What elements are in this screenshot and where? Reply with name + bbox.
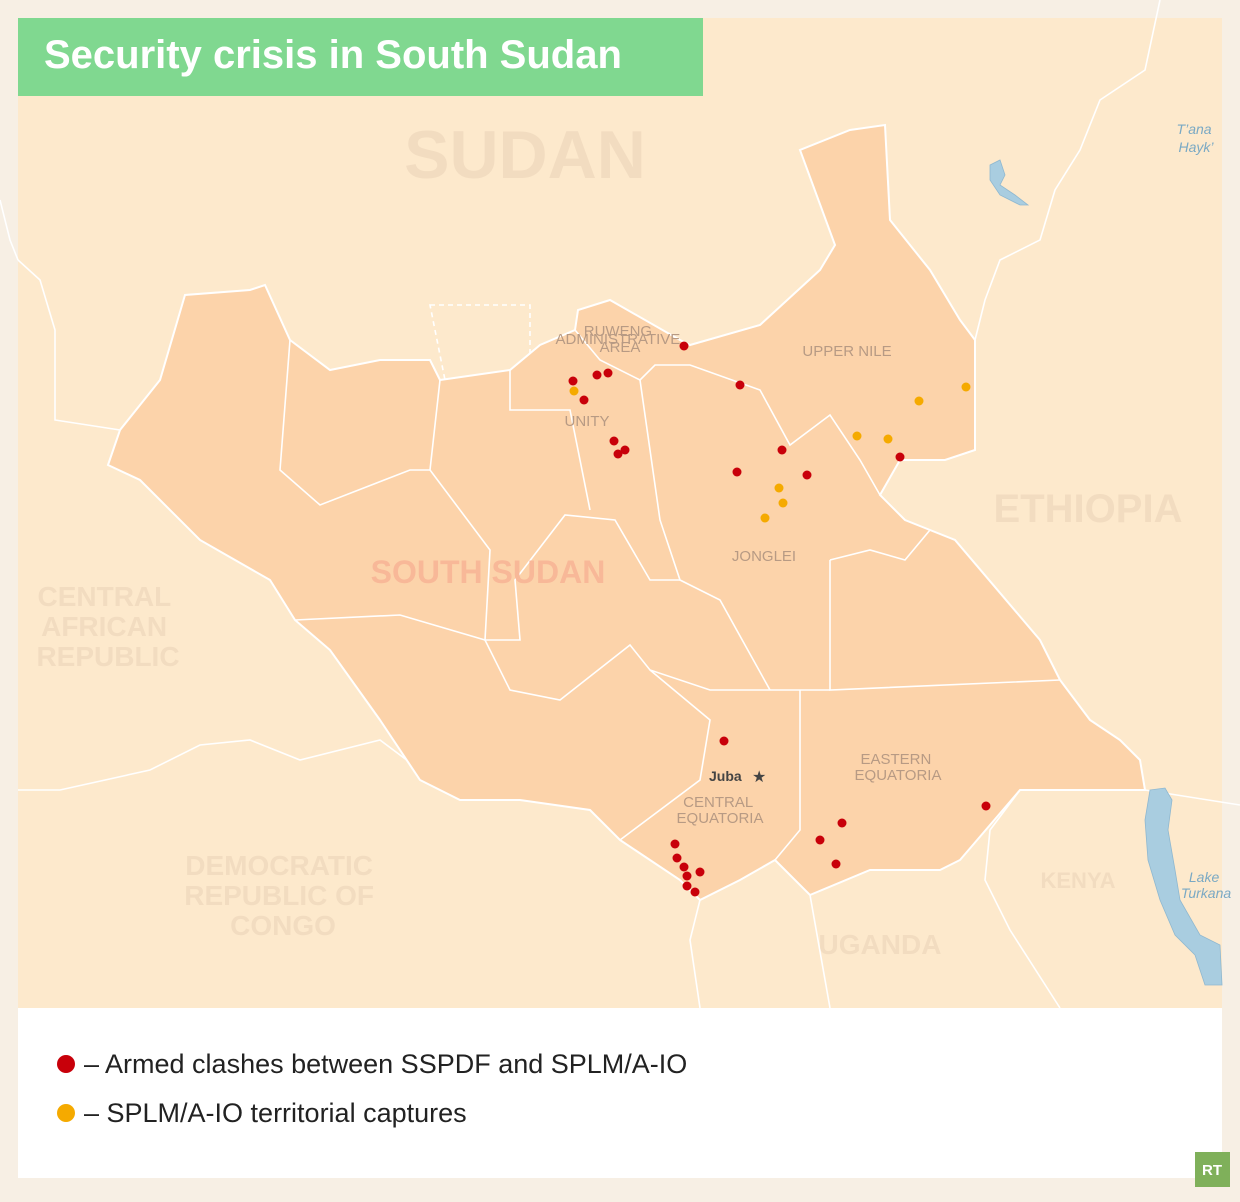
label-line: Lake	[1189, 869, 1220, 885]
country-label: CENTRAL AFRICAN REPUBLIC	[36, 581, 179, 672]
lake-label: Lake Turkana	[1181, 869, 1232, 901]
event-dot	[719, 736, 729, 746]
legend-label: – Armed clashes between SSPDF and SPLM/A…	[84, 1049, 687, 1079]
event-dot	[603, 368, 613, 378]
label-line: Turkana	[1181, 885, 1232, 901]
event-dot	[679, 341, 689, 351]
label-line: EQUATORIA	[855, 767, 942, 784]
lakes	[989, 159, 1223, 986]
event-dot	[961, 382, 971, 392]
country-label: SOUTH SUDAN	[371, 554, 606, 590]
logo: RT	[1202, 1162, 1222, 1179]
event-dot	[815, 835, 825, 845]
country-label: SUDAN	[404, 117, 646, 193]
region-label: EASTERN EQUATORIA	[855, 751, 942, 784]
label-line: AFRICAN	[41, 611, 167, 642]
event-dot	[568, 376, 578, 386]
title: Security crisis in South Sudan	[44, 33, 622, 77]
city-label: Juba	[709, 768, 742, 784]
legend-swatch	[57, 1104, 75, 1122]
event-dot	[620, 445, 630, 455]
label-line: RUWENG	[584, 323, 652, 340]
event-dot	[695, 867, 705, 877]
south-sudan	[106, 123, 1147, 902]
label-line: CONGO	[230, 910, 336, 941]
label-line: AREA	[600, 339, 641, 356]
event-dot	[802, 470, 812, 480]
label-line: T’ana	[1177, 121, 1212, 137]
country-label: KENYA	[1041, 868, 1116, 893]
event-dot	[735, 380, 745, 390]
region-label: RUWENG ADMINISTRATIVE AREA	[556, 323, 685, 356]
label-line: CENTRAL	[683, 794, 753, 811]
city-star: ★	[752, 769, 766, 786]
event-dot	[774, 483, 784, 493]
label-line: ADMINISTRATIVE	[556, 331, 681, 348]
state-borders	[279, 329, 1061, 861]
event-dot	[732, 467, 742, 477]
region-label: CENTRAL EQUATORIA	[677, 794, 764, 827]
event-dot	[895, 452, 905, 462]
event-dot	[672, 853, 682, 863]
label-line: Hayk’	[1178, 139, 1214, 155]
label-line: EASTERN	[860, 751, 931, 768]
legend-swatch	[57, 1055, 75, 1073]
neighbour-borders	[0, 0, 1240, 1009]
title-box	[18, 18, 703, 96]
event-dot	[679, 862, 689, 872]
label-line: REPUBLIC	[36, 641, 179, 672]
event-dot	[609, 436, 619, 446]
event-dot	[837, 818, 847, 828]
event-dot	[613, 449, 623, 459]
event-dot	[981, 801, 991, 811]
capture-dots	[569, 382, 971, 523]
legend-box	[18, 1008, 1222, 1178]
region-label: JONGLEI	[732, 548, 796, 565]
event-dots	[568, 341, 991, 897]
legend: – Armed clashes between SSPDF and SPLM/A…	[57, 1049, 687, 1128]
event-dot	[883, 434, 893, 444]
label-line: EQUATORIA	[677, 810, 764, 827]
clash-dots	[568, 341, 991, 897]
event-dot	[777, 445, 787, 455]
event-dot	[690, 887, 700, 897]
event-dot	[778, 498, 788, 508]
country-label: ETHIOPIA	[994, 487, 1183, 531]
label-line: DEMOCRATIC	[185, 850, 373, 881]
legend-label: – SPLM/A-IO territorial captures	[84, 1098, 467, 1128]
event-dot	[682, 881, 692, 891]
label-line: CENTRAL	[37, 581, 171, 612]
event-dot	[760, 513, 770, 523]
event-dot	[914, 396, 924, 406]
event-dot	[831, 859, 841, 869]
logo-box	[1195, 1152, 1230, 1187]
region-label: UPPER NILE	[802, 343, 891, 360]
lake-label: T’ana Hayk’	[1177, 121, 1216, 155]
event-dot	[569, 386, 579, 396]
event-dot	[579, 395, 589, 405]
country-label: DEMOCRATIC REPUBLIC OF CONGO	[184, 850, 382, 941]
region-label: UNITY	[565, 413, 610, 430]
country-label: UGANDA	[819, 929, 942, 960]
event-dot	[670, 839, 680, 849]
event-dot	[592, 370, 602, 380]
event-dot	[682, 871, 692, 881]
event-dot	[852, 431, 862, 441]
label-line: REPUBLIC OF	[184, 880, 374, 911]
